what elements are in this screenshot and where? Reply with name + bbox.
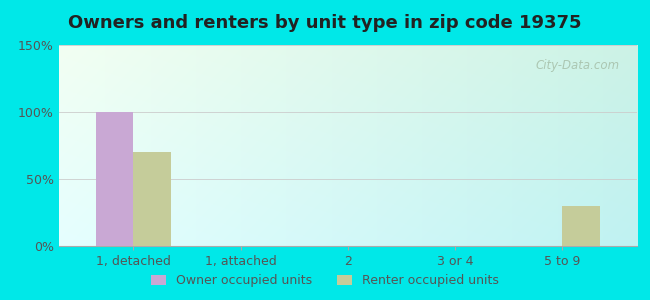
Legend: Owner occupied units, Renter occupied units: Owner occupied units, Renter occupied un… — [146, 269, 504, 292]
Bar — [96, 112, 133, 246]
Bar — [562, 206, 599, 246]
Text: Owners and renters by unit type in zip code 19375: Owners and renters by unit type in zip c… — [68, 14, 582, 32]
Bar — [133, 152, 171, 246]
Text: City-Data.com: City-Data.com — [536, 59, 619, 72]
